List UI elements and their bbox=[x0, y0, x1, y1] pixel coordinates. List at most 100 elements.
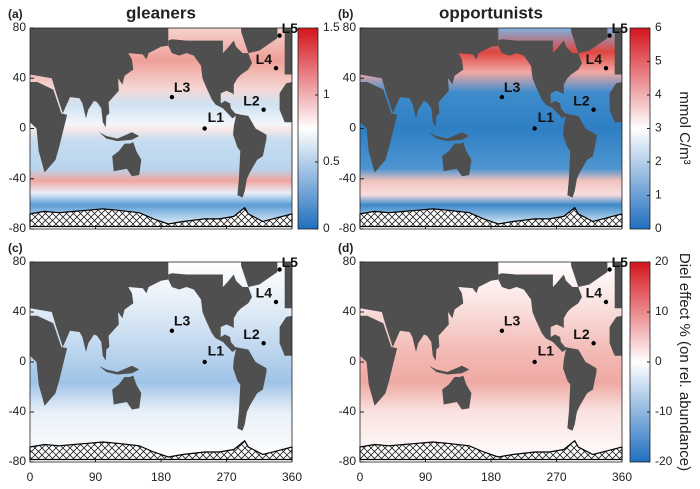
station-dot bbox=[261, 107, 266, 112]
station-dot bbox=[261, 341, 266, 346]
station-label: L4 bbox=[256, 285, 273, 301]
station-dot bbox=[532, 359, 537, 365]
station-dot bbox=[169, 328, 175, 333]
x-tick-label: 0 bbox=[27, 470, 34, 484]
antarctica bbox=[359, 439, 623, 461]
x-tick-label: 180 bbox=[151, 470, 171, 484]
station-label: L3 bbox=[174, 79, 191, 95]
land bbox=[498, 273, 597, 431]
map-panel: -80 -40 0 40 80(a) gleaners L1 L2 L3 L4 L5 0 0.5 1 1.5 bbox=[8, 3, 340, 235]
side-label: mmol C/m³ bbox=[676, 91, 693, 164]
land bbox=[360, 262, 499, 361]
panel-title: gleaners bbox=[126, 3, 196, 22]
colorbar-tick-label: 1 bbox=[655, 188, 662, 202]
colorbar-tick-label: 3 bbox=[655, 121, 662, 135]
station-dot bbox=[277, 33, 282, 38]
land bbox=[112, 375, 142, 410]
y-tick-label: 0 bbox=[349, 121, 356, 135]
station-label: L3 bbox=[504, 312, 521, 328]
station-dot bbox=[273, 299, 279, 305]
station-label: L3 bbox=[174, 312, 191, 328]
station-label: L4 bbox=[586, 51, 603, 67]
station-dot bbox=[169, 94, 175, 100]
y-tick-label: 0 bbox=[349, 354, 356, 368]
y-tick-label: 0 bbox=[19, 354, 26, 368]
x-tick-label: 90 bbox=[89, 470, 103, 484]
land bbox=[614, 28, 622, 75]
panel-tag: (a) bbox=[8, 7, 23, 21]
colorbar-tick-label: 0 bbox=[655, 354, 662, 368]
station-dot bbox=[273, 66, 279, 71]
x-tick-label: 270 bbox=[216, 470, 236, 484]
x-tick-label: 270 bbox=[546, 470, 566, 484]
land bbox=[284, 262, 292, 309]
station-dot bbox=[202, 359, 207, 365]
station-dot bbox=[603, 299, 609, 305]
station-label: L3 bbox=[504, 79, 521, 95]
station-dot bbox=[499, 94, 505, 100]
land bbox=[112, 142, 142, 177]
land bbox=[429, 132, 470, 142]
colorbar-tick-label: 2 bbox=[655, 154, 662, 168]
land bbox=[571, 28, 608, 54]
y-tick-label: 40 bbox=[13, 304, 27, 318]
y-tick-label: -40 bbox=[339, 404, 357, 418]
station-dot bbox=[202, 126, 207, 131]
y-tick-label: 40 bbox=[343, 70, 357, 84]
land bbox=[571, 262, 608, 287]
station-dot bbox=[499, 328, 505, 333]
station-dot bbox=[607, 33, 612, 38]
colorbar-tick-label: 0 bbox=[323, 221, 330, 235]
land bbox=[360, 82, 398, 173]
land bbox=[99, 132, 140, 142]
land bbox=[30, 28, 169, 128]
station-label: L5 bbox=[282, 20, 299, 36]
colorbar bbox=[297, 27, 319, 230]
station-dot bbox=[591, 107, 596, 112]
map-panel: -80 -40 0 40 80(b) opportunists L1 L2 L3 L4 L5 0 1 2 3… bbox=[338, 3, 662, 235]
colorbar-tick-label: 6 bbox=[655, 20, 662, 34]
land bbox=[241, 262, 278, 287]
x-tick-label: 180 bbox=[481, 470, 501, 484]
land bbox=[360, 315, 398, 406]
station-label: L5 bbox=[612, 254, 629, 270]
side-label: Diel effect % (on rel. abundance) bbox=[676, 253, 693, 471]
map-panel: -80 -40 0 40 80 0 90 180 270 360 (d) L1 L2 L3 L4 L5 -20 -… bbox=[338, 241, 673, 484]
station-label: L4 bbox=[586, 285, 603, 301]
y-tick-label: 0 bbox=[19, 121, 26, 135]
land bbox=[99, 365, 140, 375]
y-tick-label: -40 bbox=[339, 171, 357, 185]
land bbox=[360, 28, 499, 128]
station-label: L4 bbox=[256, 51, 273, 67]
panel-tag: (b) bbox=[338, 7, 353, 21]
land bbox=[429, 365, 470, 375]
y-tick-label: 80 bbox=[13, 20, 27, 34]
land bbox=[284, 28, 292, 75]
station-label: L2 bbox=[243, 92, 260, 108]
land bbox=[609, 315, 622, 356]
y-tick-label: 80 bbox=[343, 254, 357, 268]
station-label: L2 bbox=[573, 92, 590, 108]
station-dot bbox=[532, 126, 537, 131]
y-tick-label: -40 bbox=[9, 171, 27, 185]
land bbox=[498, 39, 597, 198]
station-dot bbox=[277, 267, 282, 272]
x-tick-label: 360 bbox=[282, 470, 302, 484]
land bbox=[168, 39, 267, 198]
y-tick-label: -80 bbox=[9, 221, 27, 235]
panel-tag: (c) bbox=[8, 241, 23, 255]
panel-tag: (d) bbox=[338, 241, 353, 255]
land bbox=[279, 82, 292, 123]
colorbar-tick-label: 4 bbox=[655, 87, 662, 101]
colorbar-tick-label: -20 bbox=[655, 454, 673, 468]
y-tick-label: 40 bbox=[13, 70, 27, 84]
map-panel: -80 -40 0 40 80 0 90 180 270 360 (c) L1 L2 L3 L4 L5 bbox=[8, 241, 302, 484]
colorbar-tick-label: 1 bbox=[323, 87, 330, 101]
colorbar-tick-label: 0.5 bbox=[323, 154, 340, 168]
station-label: L2 bbox=[243, 326, 260, 342]
panel-title: opportunists bbox=[439, 3, 543, 22]
colorbar-tick-label: 5 bbox=[655, 54, 662, 68]
land bbox=[30, 315, 68, 406]
land bbox=[241, 28, 278, 54]
